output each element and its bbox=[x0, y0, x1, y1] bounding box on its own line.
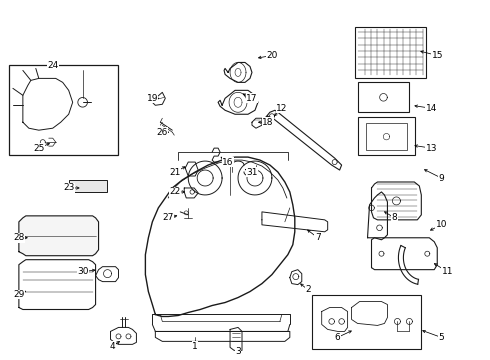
Text: 9: 9 bbox=[439, 174, 444, 183]
Text: 24: 24 bbox=[47, 61, 58, 70]
Bar bbox=[355, 27, 426, 78]
Bar bbox=[358, 82, 409, 112]
Text: 1: 1 bbox=[192, 342, 198, 351]
Text: 7: 7 bbox=[315, 233, 320, 242]
Text: 2: 2 bbox=[305, 285, 311, 294]
Text: 29: 29 bbox=[13, 290, 24, 299]
Text: 13: 13 bbox=[425, 144, 437, 153]
Polygon shape bbox=[19, 216, 98, 256]
Text: 11: 11 bbox=[441, 267, 453, 276]
Bar bbox=[9, 66, 119, 155]
Text: 30: 30 bbox=[77, 267, 88, 276]
Text: 31: 31 bbox=[246, 167, 258, 176]
Text: 12: 12 bbox=[276, 104, 288, 113]
Text: 16: 16 bbox=[222, 158, 234, 167]
Text: 22: 22 bbox=[170, 188, 181, 197]
Text: 17: 17 bbox=[246, 94, 258, 103]
Text: 3: 3 bbox=[235, 347, 241, 356]
Text: 6: 6 bbox=[335, 333, 341, 342]
Bar bbox=[366, 123, 407, 150]
Text: 28: 28 bbox=[13, 233, 24, 242]
Text: 18: 18 bbox=[262, 118, 273, 127]
Text: 8: 8 bbox=[392, 213, 397, 222]
Text: 4: 4 bbox=[110, 342, 115, 351]
Text: 21: 21 bbox=[170, 167, 181, 176]
Bar bbox=[312, 294, 421, 349]
Text: 20: 20 bbox=[266, 51, 277, 60]
Text: 25: 25 bbox=[33, 144, 45, 153]
Text: 5: 5 bbox=[439, 333, 444, 342]
Bar bbox=[358, 117, 416, 155]
Text: 10: 10 bbox=[436, 220, 447, 229]
Text: 14: 14 bbox=[426, 104, 437, 113]
Bar bbox=[69, 180, 106, 192]
Text: 15: 15 bbox=[432, 51, 443, 60]
Text: 27: 27 bbox=[163, 213, 174, 222]
Text: 26: 26 bbox=[157, 128, 168, 137]
Text: 19: 19 bbox=[147, 94, 158, 103]
Text: 23: 23 bbox=[63, 184, 74, 193]
